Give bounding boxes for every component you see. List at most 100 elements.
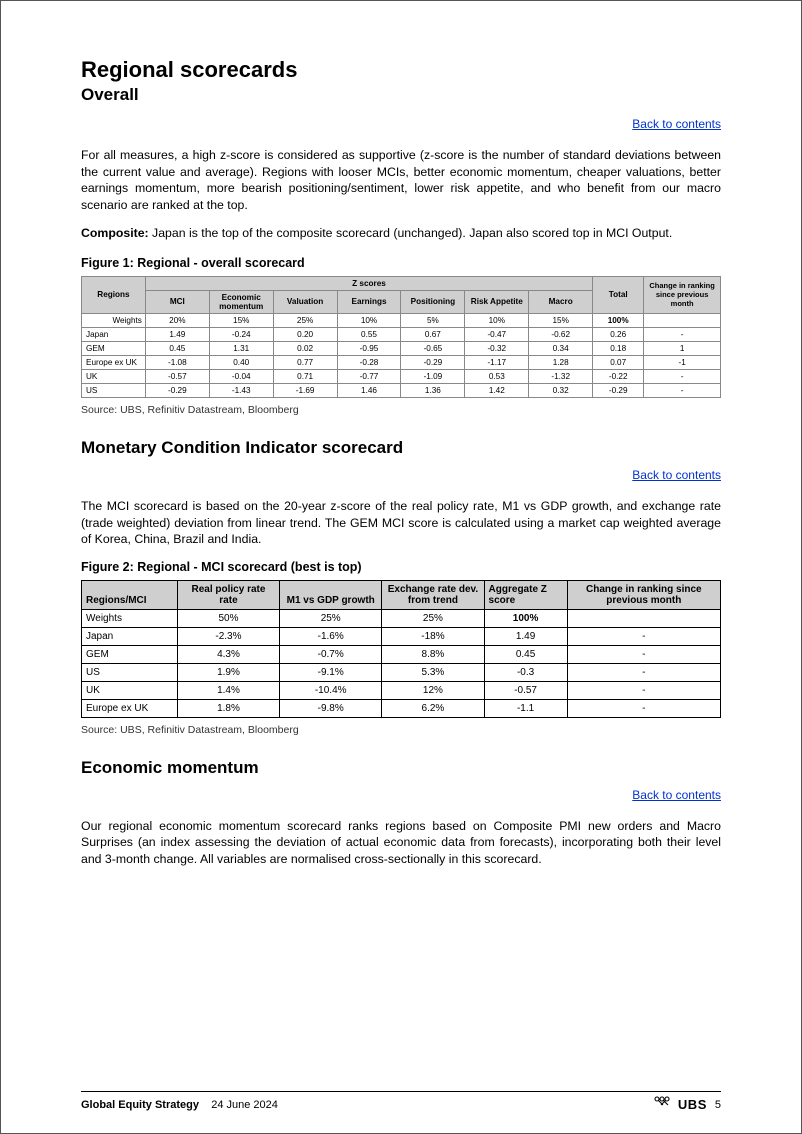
t1-region-0: Japan	[82, 327, 146, 341]
t2-cell: 8.8%	[382, 645, 484, 663]
t2-cell: -10.4%	[280, 681, 382, 699]
t2-cell: -9.8%	[280, 699, 382, 717]
t1-region-3: UK	[82, 369, 146, 383]
t1-cell: -1.08	[145, 355, 209, 369]
composite-label: Composite:	[81, 226, 149, 240]
t1-col-0: MCI	[145, 290, 209, 313]
t2-cell: -0.57	[484, 681, 567, 699]
t2-weights-label: Weights	[82, 609, 178, 627]
t2-cell: 4.3%	[177, 645, 279, 663]
t2-region-4: Europe ex UK	[82, 699, 178, 717]
back-to-contents-link[interactable]: Back to contents	[632, 788, 721, 802]
footer-title: Global Equity Strategy	[81, 1099, 199, 1111]
t2-cell: -2.3%	[177, 627, 279, 645]
overall-intro-text: For all measures, a high z-score is cons…	[81, 147, 721, 213]
t1-region-4: US	[82, 383, 146, 397]
t2-cell: -18%	[382, 627, 484, 645]
footer-right: UBS 5	[654, 1096, 721, 1113]
t2-cell: -0.3	[484, 663, 567, 681]
footer-page-number: 5	[715, 1099, 721, 1111]
t2-weight-1: 25%	[280, 609, 382, 627]
t1-cell: -1.17	[465, 355, 529, 369]
t2-cell: -0.7%	[280, 645, 382, 663]
t1-cell: 0.67	[401, 327, 465, 341]
t1-cell: 0.02	[273, 341, 337, 355]
t2-cell: 12%	[382, 681, 484, 699]
t1-total-0: 0.26	[593, 327, 644, 341]
back-to-contents-link[interactable]: Back to contents	[632, 117, 721, 131]
t2-col-0: Real policy rate rate	[177, 580, 279, 609]
mci-intro-text: The MCI scorecard is based on the 20-yea…	[81, 498, 721, 548]
t1-weights-row: Weights20%15%25%10%5%10%15%100%	[82, 313, 721, 327]
t1-change-4: -	[644, 383, 721, 397]
composite-text: Composite: Japan is the top of the compo…	[81, 225, 721, 242]
t1-cell: -0.28	[337, 355, 401, 369]
t2-weights-row: Weights50%25%25%100%	[82, 609, 721, 627]
t1-hdr-total: Total	[593, 276, 644, 313]
t1-weight-5: 10%	[465, 313, 529, 327]
t2-weight-2: 25%	[382, 609, 484, 627]
t1-cell: -0.24	[209, 327, 273, 341]
t1-cell: -1.69	[273, 383, 337, 397]
t1-cell: -1.09	[401, 369, 465, 383]
t1-cell: 1.31	[209, 341, 273, 355]
t2-weight-4	[567, 609, 720, 627]
table-row: GEM4.3%-0.7%8.8%0.45-	[82, 645, 721, 663]
t1-cell: -1.43	[209, 383, 273, 397]
t2-cell: -	[567, 699, 720, 717]
t1-weight-6: 15%	[529, 313, 593, 327]
section-mci-title: Monetary Condition Indicator scorecard	[81, 438, 721, 458]
t1-cell: 0.71	[273, 369, 337, 383]
t1-col-4: Positioning	[401, 290, 465, 313]
ubs-keys-icon	[654, 1095, 670, 1112]
figure1-title: Figure 1: Regional - overall scorecard	[81, 256, 721, 270]
t1-weight-3: 10%	[337, 313, 401, 327]
t1-cell: 0.40	[209, 355, 273, 369]
section-econ-title: Economic momentum	[81, 758, 721, 778]
t2-cell: 1.9%	[177, 663, 279, 681]
t1-total-1: 0.18	[593, 341, 644, 355]
t1-weight-1: 15%	[209, 313, 273, 327]
t2-cell: 0.45	[484, 645, 567, 663]
footer-left: Global Equity Strategy 24 June 2024	[81, 1099, 278, 1111]
t1-col-3: Earnings	[337, 290, 401, 313]
t1-weight-change	[644, 313, 721, 327]
t1-weight-0: 20%	[145, 313, 209, 327]
t1-cell: -0.04	[209, 369, 273, 383]
t2-cell: -	[567, 681, 720, 699]
t1-hdr-regions: Regions	[82, 276, 146, 313]
t1-change-0: -	[644, 327, 721, 341]
t2-cell: 5.3%	[382, 663, 484, 681]
t1-cell: 1.49	[145, 327, 209, 341]
back-to-contents-link[interactable]: Back to contents	[632, 468, 721, 482]
t2-region-0: Japan	[82, 627, 178, 645]
backlink-row-3: Back to contents	[81, 786, 721, 804]
footer-logo: UBS	[678, 1097, 707, 1112]
t1-hdr-change: Change in ranking since previous month	[644, 276, 721, 313]
footer-date: 24 June 2024	[211, 1099, 278, 1111]
backlink-row-2: Back to contents	[81, 466, 721, 484]
figure1-table: Regions Z scores Total Change in ranking…	[81, 276, 721, 398]
table-row: Japan-2.3%-1.6%-18%1.49-	[82, 627, 721, 645]
table-row: US-0.29-1.43-1.691.461.361.420.32-0.29-	[82, 383, 721, 397]
backlink-row: Back to contents	[81, 115, 721, 133]
t1-cell: 0.45	[145, 341, 209, 355]
t2-cell: -	[567, 663, 720, 681]
t1-hdr-zscores: Z scores	[145, 276, 592, 290]
t2-col-3: Aggregate Z score	[484, 580, 567, 609]
t2-col-2: Exchange rate dev. from trend	[382, 580, 484, 609]
t2-region-2: US	[82, 663, 178, 681]
t1-col-5: Risk Appetite	[465, 290, 529, 313]
keys-svg-icon	[654, 1095, 670, 1109]
section-overall-title: Overall	[81, 85, 721, 105]
t2-cell: -	[567, 645, 720, 663]
t2-cell: -1.6%	[280, 627, 382, 645]
t1-cell: -0.95	[337, 341, 401, 355]
table-row: UK-0.57-0.040.71-0.77-1.090.53-1.32-0.22…	[82, 369, 721, 383]
t1-cell: -0.77	[337, 369, 401, 383]
t2-region-1: GEM	[82, 645, 178, 663]
table-row: US1.9%-9.1%5.3%-0.3-	[82, 663, 721, 681]
econ-intro-text: Our regional economic momentum scorecard…	[81, 818, 721, 868]
t1-col-6: Macro	[529, 290, 593, 313]
t1-cell: 0.53	[465, 369, 529, 383]
